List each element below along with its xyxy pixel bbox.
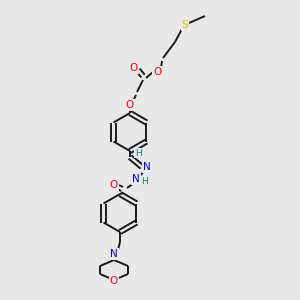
Text: O: O bbox=[130, 63, 138, 73]
Text: H: H bbox=[141, 176, 147, 185]
Text: N: N bbox=[143, 162, 151, 172]
Text: H: H bbox=[135, 148, 141, 158]
Text: O: O bbox=[153, 67, 161, 77]
Text: N: N bbox=[132, 174, 140, 184]
Text: N: N bbox=[110, 249, 118, 259]
Text: S: S bbox=[182, 20, 188, 30]
Text: O: O bbox=[126, 100, 134, 110]
Text: O: O bbox=[110, 180, 118, 190]
Text: O: O bbox=[110, 276, 118, 286]
